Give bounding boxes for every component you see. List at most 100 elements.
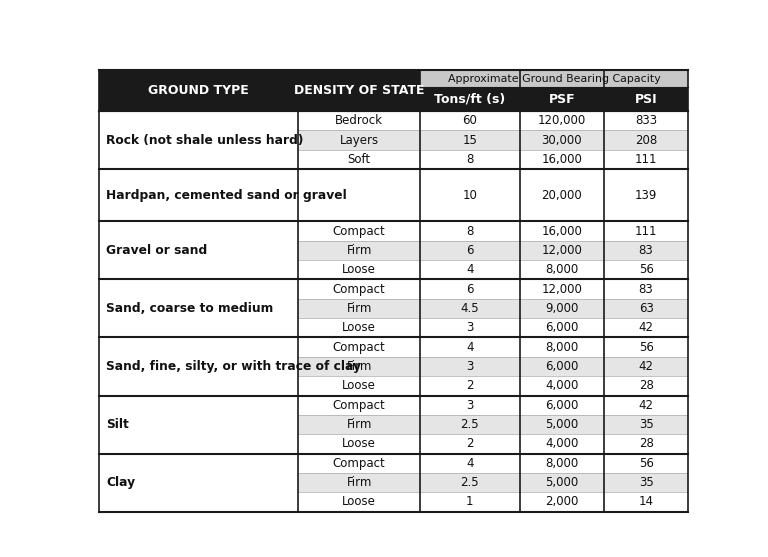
Text: 12,000: 12,000 — [541, 282, 582, 296]
Bar — [520, 376, 604, 395]
Bar — [298, 111, 420, 130]
Bar — [420, 280, 520, 299]
Bar — [604, 221, 688, 241]
Text: 8: 8 — [466, 153, 474, 166]
Bar — [298, 492, 420, 512]
Text: 8: 8 — [466, 224, 474, 237]
Bar — [298, 260, 420, 280]
Text: Silt: Silt — [106, 418, 129, 431]
Bar — [604, 415, 688, 434]
Text: 3: 3 — [466, 399, 474, 412]
Bar — [298, 338, 420, 357]
Bar — [99, 395, 298, 453]
Bar — [298, 299, 420, 318]
Text: 60: 60 — [462, 114, 478, 127]
Bar — [604, 434, 688, 453]
Text: 2: 2 — [466, 437, 474, 451]
Text: Soft: Soft — [348, 153, 371, 166]
Text: PSI: PSI — [635, 92, 657, 106]
Bar — [520, 318, 604, 338]
Text: 56: 56 — [639, 341, 654, 354]
Text: 8,000: 8,000 — [545, 457, 578, 470]
Bar — [99, 169, 298, 221]
Text: GROUND TYPE: GROUND TYPE — [148, 84, 249, 97]
Text: 4.5: 4.5 — [461, 302, 479, 315]
Text: 111: 111 — [635, 224, 657, 237]
Text: 20,000: 20,000 — [541, 189, 582, 202]
Text: Gravel or sand: Gravel or sand — [106, 244, 207, 257]
Bar — [520, 357, 604, 376]
Bar — [520, 434, 604, 453]
Text: 2: 2 — [466, 379, 474, 392]
Bar — [520, 150, 604, 169]
Bar — [420, 473, 520, 492]
Text: Loose: Loose — [343, 263, 376, 276]
Text: Sand, fine, silty, or with trace of clay: Sand, fine, silty, or with trace of clay — [106, 360, 361, 373]
Bar — [520, 492, 604, 512]
Text: 6: 6 — [466, 244, 474, 257]
Bar — [420, 111, 520, 130]
Bar — [99, 221, 298, 280]
Bar — [520, 111, 604, 130]
Text: Hardpan, cemented sand or gravel: Hardpan, cemented sand or gravel — [106, 189, 347, 202]
Bar — [298, 473, 420, 492]
Text: 4: 4 — [466, 341, 474, 354]
Bar — [420, 318, 520, 338]
Text: 4,000: 4,000 — [545, 437, 578, 451]
Text: 10: 10 — [462, 189, 478, 202]
Text: 9,000: 9,000 — [545, 302, 578, 315]
Bar — [99, 453, 298, 512]
Bar — [298, 415, 420, 434]
Text: 5,000: 5,000 — [545, 476, 578, 489]
Text: 35: 35 — [639, 476, 654, 489]
Text: 8,000: 8,000 — [545, 263, 578, 276]
Bar — [298, 453, 420, 473]
Bar — [298, 150, 420, 169]
Bar — [99, 280, 298, 338]
Bar — [420, 260, 520, 280]
Bar — [420, 376, 520, 395]
Bar — [604, 111, 688, 130]
Text: DENSITY OF STATE: DENSITY OF STATE — [294, 84, 425, 97]
Bar — [420, 221, 520, 241]
Bar — [520, 299, 604, 318]
Text: 139: 139 — [635, 189, 657, 202]
Text: 6,000: 6,000 — [545, 399, 578, 412]
Text: 2.5: 2.5 — [461, 418, 479, 431]
Bar — [604, 492, 688, 512]
Bar — [520, 473, 604, 492]
Bar — [99, 111, 298, 169]
Bar — [604, 280, 688, 299]
Text: 8,000: 8,000 — [545, 341, 578, 354]
Text: 111: 111 — [635, 153, 657, 166]
Bar — [420, 453, 520, 473]
Bar — [298, 376, 420, 395]
Bar — [420, 130, 520, 150]
Bar — [420, 395, 520, 415]
Text: 6: 6 — [466, 282, 474, 296]
Text: Clay: Clay — [106, 476, 135, 489]
Bar — [604, 299, 688, 318]
Text: Compact: Compact — [333, 399, 386, 412]
Bar — [420, 357, 520, 376]
Bar — [298, 318, 420, 338]
Text: Sand, coarse to medium: Sand, coarse to medium — [106, 302, 273, 315]
Bar — [298, 169, 420, 221]
Bar — [520, 453, 604, 473]
Bar — [520, 169, 604, 221]
Text: 15: 15 — [462, 134, 478, 146]
Text: Loose: Loose — [343, 379, 376, 392]
Bar — [520, 260, 604, 280]
Bar — [420, 70, 688, 87]
Bar — [520, 221, 604, 241]
Bar — [520, 395, 604, 415]
Bar — [604, 260, 688, 280]
Text: 4: 4 — [466, 263, 474, 276]
Text: Loose: Loose — [343, 321, 376, 334]
Bar — [520, 280, 604, 299]
Text: Loose: Loose — [343, 437, 376, 451]
Bar — [420, 87, 688, 111]
Bar — [298, 395, 420, 415]
Text: 6,000: 6,000 — [545, 321, 578, 334]
Text: 5,000: 5,000 — [545, 418, 578, 431]
